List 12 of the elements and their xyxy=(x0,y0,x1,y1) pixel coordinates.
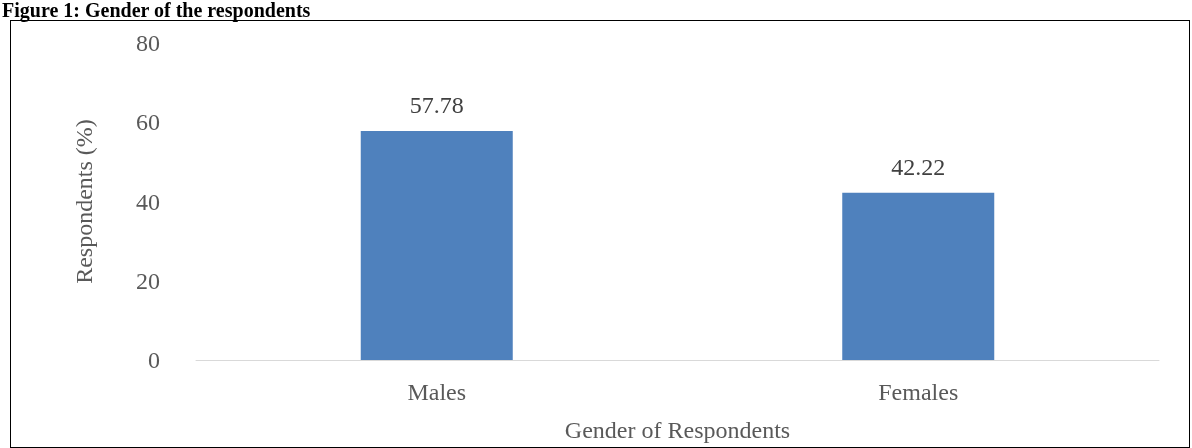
chart-title: Figure 1: Gender of the respondents xyxy=(2,0,311,21)
y-tick-label: 60 xyxy=(136,109,160,136)
x-tick-label: Males xyxy=(407,379,467,405)
y-tick-label: 0 xyxy=(148,347,160,373)
y-tick-label: 20 xyxy=(136,267,160,294)
y-axis-title: Respondents (%) xyxy=(71,119,97,284)
x-tick-label: Females xyxy=(878,379,959,405)
data-label: 57.78 xyxy=(409,92,464,119)
x-axis-title: Gender of Respondents xyxy=(564,417,791,443)
data-label: 42.22 xyxy=(891,153,946,180)
y-tick-label: 80 xyxy=(136,30,160,56)
y-tick-label: 40 xyxy=(136,188,160,215)
